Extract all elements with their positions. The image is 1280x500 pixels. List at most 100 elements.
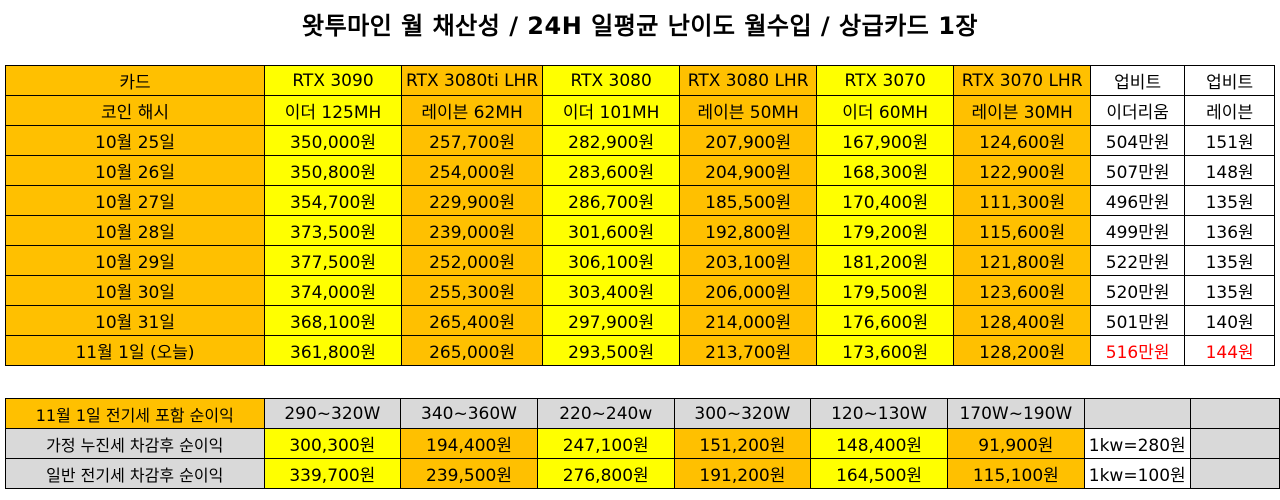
date-row-cell: 167,900원 xyxy=(816,125,955,156)
progressive-tax-row-cell: 148,400원 xyxy=(810,428,948,459)
mining-profit-table: 카드 RTX 3090 RTX 3080ti LHR RTX 3080 RTX 3080… xyxy=(5,65,1276,366)
today-row-cell: 213,700원 xyxy=(679,335,818,366)
progressive-tax-row-cell xyxy=(1189,428,1280,459)
date-row-cell: 151원 xyxy=(1184,125,1276,156)
power-consumption-row-cell: 340~360W xyxy=(400,398,538,429)
date-row-cell: 10월 30일 xyxy=(5,275,265,306)
progressive-tax-row-cell: 300,300원 xyxy=(263,428,402,459)
date-row-cell: 10월 25일 xyxy=(5,125,265,156)
general-tax-row-cell: 191,200원 xyxy=(673,458,812,489)
date-row-cell: 135원 xyxy=(1184,185,1276,216)
date-row-cell: 140원 xyxy=(1184,305,1276,336)
today-row-cell: 144원 xyxy=(1184,335,1276,366)
today-row-cell: 516만원 xyxy=(1090,335,1186,366)
date-row-cell: 520만원 xyxy=(1090,275,1186,306)
header-hash-row-cell: 코인 해시 xyxy=(5,95,265,126)
header-card-row-cell: RTX 3090 xyxy=(264,65,402,96)
general-tax-row-cell: 115,100원 xyxy=(946,458,1085,489)
date-row-cell: 10월 26일 xyxy=(5,155,265,186)
date-row-cell: 504만원 xyxy=(1090,125,1186,156)
date-row: 10월 26일 350,800원 254,000원 283,600원 204,900원 1… xyxy=(5,155,1276,186)
progressive-tax-row-cell: 91,900원 xyxy=(946,428,1085,459)
date-row-cell: 499만원 xyxy=(1090,215,1186,246)
date-row: 10월 29일 377,500원 252,000원 306,100원 203,100원 1… xyxy=(5,245,1276,276)
header-hash-row-cell: 레이븐 30MH xyxy=(953,95,1092,126)
header-card-row: 카드 RTX 3090 RTX 3080ti LHR RTX 3080 RTX 3080… xyxy=(5,65,1276,96)
today-row-cell: 361,800원 xyxy=(264,335,402,366)
date-row-cell: 176,600원 xyxy=(816,305,955,336)
power-consumption-row-cell: 120~130W xyxy=(810,398,948,429)
net-profit-table: 11월 1일 전기세 포함 순이익 290~320W 340~360W 220~240… xyxy=(5,398,1280,489)
general-tax-row-cell: 339,700원 xyxy=(263,458,402,489)
power-consumption-row: 11월 1일 전기세 포함 순이익 290~320W 340~360W 220~240… xyxy=(5,398,1280,429)
header-card-row-cell: RTX 3080 LHR xyxy=(679,65,818,96)
date-row-cell: 239,000원 xyxy=(400,215,544,246)
power-consumption-row-cell xyxy=(1083,398,1191,429)
general-tax-row: 일반 전기세 차감후 순이익 339,700원 239,500원 276,800원 19… xyxy=(5,458,1280,489)
date-row-cell: 377,500원 xyxy=(264,245,402,276)
date-row: 10월 30일 374,000원 255,300원 303,400원 206,000원 1… xyxy=(5,275,1276,306)
header-hash-row-cell: 이더 60MH xyxy=(816,95,955,126)
date-row-cell: 10월 28일 xyxy=(5,215,265,246)
date-row-cell: 122,900원 xyxy=(953,155,1092,186)
date-row-cell: 135원 xyxy=(1184,275,1276,306)
date-row-cell: 179,500원 xyxy=(816,275,955,306)
date-row-cell: 203,100원 xyxy=(679,245,818,276)
date-row-cell: 148원 xyxy=(1184,155,1276,186)
date-row-cell: 350,000원 xyxy=(264,125,402,156)
header-card-row-cell: 업비트 xyxy=(1184,65,1276,96)
date-row-cell: 254,000원 xyxy=(400,155,544,186)
power-consumption-row-cell: 11월 1일 전기세 포함 순이익 xyxy=(5,398,265,429)
date-row-cell: 282,900원 xyxy=(542,125,681,156)
date-row-cell: 373,500원 xyxy=(264,215,402,246)
date-row-cell: 136원 xyxy=(1184,215,1276,246)
general-tax-row-cell: 일반 전기세 차감후 순이익 xyxy=(5,458,265,489)
progressive-tax-row-cell: 151,200원 xyxy=(673,428,812,459)
date-row-cell: 206,000원 xyxy=(679,275,818,306)
general-tax-row-cell: 276,800원 xyxy=(536,458,675,489)
header-card-row-cell: RTX 3070 LHR xyxy=(953,65,1092,96)
today-row-cell: 128,200원 xyxy=(953,335,1092,366)
date-row-cell: 179,200원 xyxy=(816,215,955,246)
general-tax-row-cell: 164,500원 xyxy=(810,458,948,489)
header-hash-row-cell: 레이븐 50MH xyxy=(679,95,818,126)
date-row-cell: 354,700원 xyxy=(264,185,402,216)
date-row: 10월 25일 350,000원 257,700원 282,900원 207,900원 1… xyxy=(5,125,1276,156)
header-card-row-cell: RTX 3070 xyxy=(816,65,955,96)
date-row-cell: 501만원 xyxy=(1090,305,1186,336)
date-row-cell: 214,000원 xyxy=(679,305,818,336)
date-row-cell: 115,600원 xyxy=(953,215,1092,246)
today-row-cell: 173,600원 xyxy=(816,335,955,366)
date-row-cell: 121,800원 xyxy=(953,245,1092,276)
date-row: 10월 27일 354,700원 229,900원 286,700원 185,500원 1… xyxy=(5,185,1276,216)
header-card-row-cell: RTX 3080ti LHR xyxy=(400,65,544,96)
power-consumption-row-cell: 300~320W xyxy=(673,398,812,429)
header-hash-row-cell: 이더리움 xyxy=(1090,95,1186,126)
header-hash-row-cell: 레이븐 62MH xyxy=(400,95,544,126)
date-row-cell: 192,800원 xyxy=(679,215,818,246)
header-hash-row-cell: 레이븐 xyxy=(1184,95,1276,126)
header-hash-row-cell: 이더 101MH xyxy=(542,95,681,126)
progressive-tax-row-cell: 194,400원 xyxy=(400,428,538,459)
today-row-cell: 265,000원 xyxy=(400,335,544,366)
progressive-tax-row-cell: 1kw=280원 xyxy=(1083,428,1191,459)
date-row-cell: 301,600원 xyxy=(542,215,681,246)
date-row-cell: 496만원 xyxy=(1090,185,1186,216)
date-row-cell: 257,700원 xyxy=(400,125,544,156)
header-card-row-cell: 업비트 xyxy=(1090,65,1186,96)
date-row-cell: 135원 xyxy=(1184,245,1276,276)
date-row-cell: 123,600원 xyxy=(953,275,1092,306)
date-row-cell: 170,400원 xyxy=(816,185,955,216)
today-row-cell: 293,500원 xyxy=(542,335,681,366)
date-row-cell: 10월 27일 xyxy=(5,185,265,216)
header-hash-row-cell: 이더 125MH xyxy=(264,95,402,126)
power-consumption-row-cell: 170W~190W xyxy=(946,398,1085,429)
date-row-cell: 265,400원 xyxy=(400,305,544,336)
date-row: 10월 28일 373,500원 239,000원 301,600원 192,800원 1… xyxy=(5,215,1276,246)
date-row-cell: 128,400원 xyxy=(953,305,1092,336)
date-row-cell: 168,300원 xyxy=(816,155,955,186)
date-row-cell: 507만원 xyxy=(1090,155,1186,186)
general-tax-row-cell: 239,500원 xyxy=(400,458,538,489)
power-consumption-row-cell xyxy=(1189,398,1280,429)
date-row-cell: 111,300원 xyxy=(953,185,1092,216)
